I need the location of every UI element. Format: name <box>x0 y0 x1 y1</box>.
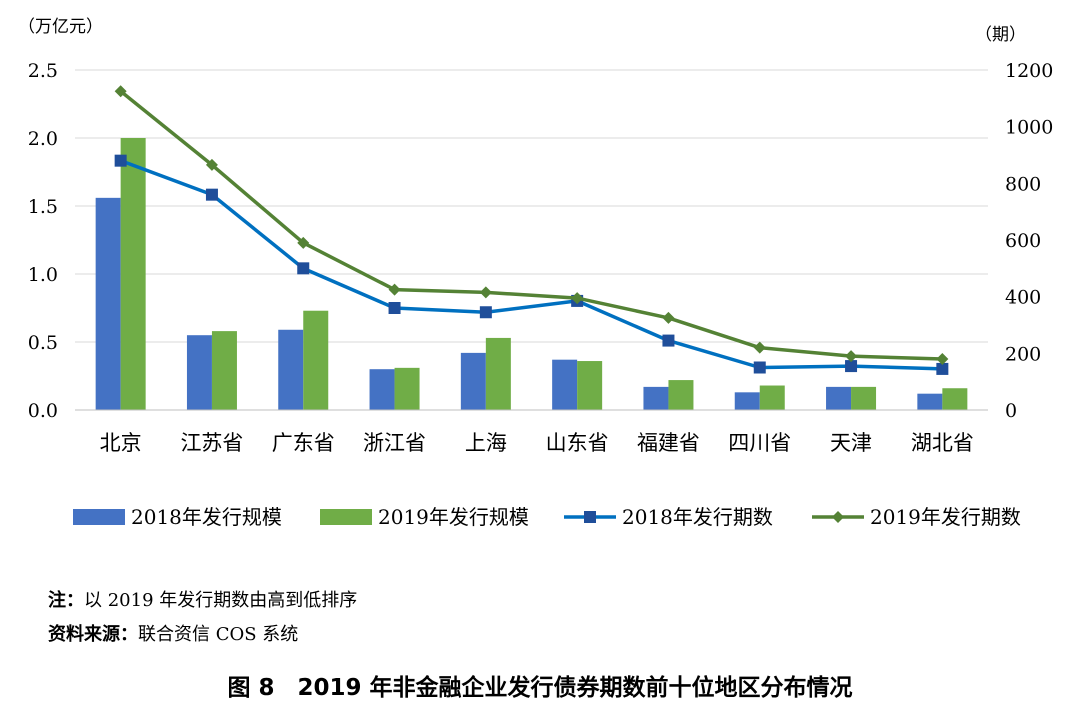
point-2018-count <box>297 262 310 275</box>
bar-2019-scale <box>485 337 511 410</box>
note-label: 注： <box>48 590 84 611</box>
left-tick-label: 1.5 <box>28 196 58 218</box>
right-tick-label: 800 <box>1005 173 1041 195</box>
category-label: 浙江省 <box>363 431 426 455</box>
category-label: 天津 <box>830 431 872 455</box>
legend-marker <box>832 511 844 523</box>
source-label: 资料来源： <box>48 624 138 645</box>
bar-2019-scale <box>942 388 968 410</box>
right-tick-label: 1200 <box>1005 60 1053 82</box>
bar-2019-scale <box>211 331 237 410</box>
right-tick-label: 600 <box>1005 230 1041 252</box>
left-tick-label: 0.0 <box>28 400 58 422</box>
category-label: 湖北省 <box>911 431 974 455</box>
point-2019-count <box>753 341 766 354</box>
point-2018-count <box>479 306 492 319</box>
legend-swatch <box>320 509 372 525</box>
bar-2019-scale <box>851 386 877 410</box>
point-2018-count <box>845 360 858 373</box>
category-label: 四川省 <box>728 431 791 455</box>
bar-2018-scale <box>460 352 486 410</box>
note-text: 以 2019 年发行期数由高到低排序 <box>84 590 358 611</box>
bar-2019-scale <box>394 367 420 410</box>
bar-2018-scale <box>95 197 121 410</box>
bars-group <box>95 138 968 410</box>
left-axis-unit: （万亿元） <box>18 17 103 37</box>
category-label: 江苏省 <box>180 431 243 455</box>
category-label: 北京 <box>100 431 142 455</box>
bar-2018-scale <box>917 393 943 410</box>
chart-source: 资料来源：联合资信 COS 系统 <box>48 620 298 646</box>
legend-label: 2018年发行规模 <box>131 505 282 529</box>
legend-label: 2019年发行期数 <box>870 505 1021 529</box>
series-line-2018-count <box>120 159 943 371</box>
bar-2018-scale <box>278 329 304 410</box>
point-2019-count <box>114 85 127 98</box>
point-2018-count <box>936 362 949 375</box>
point-2018-count <box>662 334 675 347</box>
point-2019-count <box>571 292 584 305</box>
point-2018-count <box>205 188 218 201</box>
bar-2019-scale <box>303 310 329 410</box>
legend-marker <box>584 511 596 523</box>
category-label: 上海 <box>465 431 507 455</box>
bar-2019-scale <box>668 380 694 410</box>
gridlines <box>75 69 988 343</box>
point-2018-count <box>388 302 401 314</box>
point-2019-count <box>205 158 218 171</box>
chart-note: 注：以 2019 年发行期数由高到低排序 <box>48 586 357 612</box>
bar-2018-scale <box>734 392 760 410</box>
point-2019-count <box>297 236 310 249</box>
lines-group <box>114 85 949 375</box>
bar-2018-scale <box>826 386 852 410</box>
legend-swatch <box>73 509 125 525</box>
bar-2018-scale <box>643 386 669 410</box>
legend-label: 2019年发行规模 <box>378 505 529 529</box>
right-tick-label: 400 <box>1005 287 1041 309</box>
category-label: 广东省 <box>272 431 335 455</box>
point-2019-count <box>845 350 858 363</box>
point-2019-count <box>479 286 492 299</box>
point-2018-count <box>753 361 766 374</box>
right-tick-label: 0 <box>1005 400 1017 422</box>
right-axis-unit: （期） <box>975 25 1026 45</box>
category-label: 福建省 <box>637 431 700 455</box>
right-tick-label: 1000 <box>1005 117 1053 139</box>
bar-2018-scale <box>186 335 212 410</box>
bar-2019-scale <box>759 385 785 410</box>
category-label: 山东省 <box>546 431 609 455</box>
bar-2018-scale <box>369 369 395 410</box>
bar-2019-scale <box>120 138 146 410</box>
left-tick-label: 0.5 <box>28 332 58 354</box>
legend-label: 2018年发行期数 <box>622 505 773 529</box>
left-tick-label: 1.0 <box>28 264 58 286</box>
combo-chart: 0.0 0.5 1.0 1.5 2.0 2.5 0 200 400 600 800 1000 1200 北… <box>18 17 1054 529</box>
point-2019-count <box>662 311 675 324</box>
left-tick-label: 2.0 <box>28 128 58 150</box>
bar-2018-scale <box>552 359 578 410</box>
bar-2019-scale <box>577 361 603 410</box>
axes-group: 0.0 0.5 1.0 1.5 2.0 2.5 0 200 400 600 800 1000 1200 北… <box>28 60 1054 455</box>
series-line-2019-count <box>119 89 943 361</box>
point-2019-count <box>388 283 401 296</box>
figure-caption: 图 8 2019 年非金融企业发行债券期数前十位地区分布情况 <box>227 675 853 701</box>
point-2018-count <box>114 154 127 167</box>
right-tick-label: 200 <box>1005 343 1041 365</box>
left-tick-label: 2.5 <box>28 60 58 82</box>
source-text: 联合资信 COS 系统 <box>138 624 299 645</box>
point-2019-count <box>936 353 949 365</box>
legend: 2018年发行规模 2019年发行规模 2018年发行期数 2019年发行期数 <box>73 505 1021 529</box>
